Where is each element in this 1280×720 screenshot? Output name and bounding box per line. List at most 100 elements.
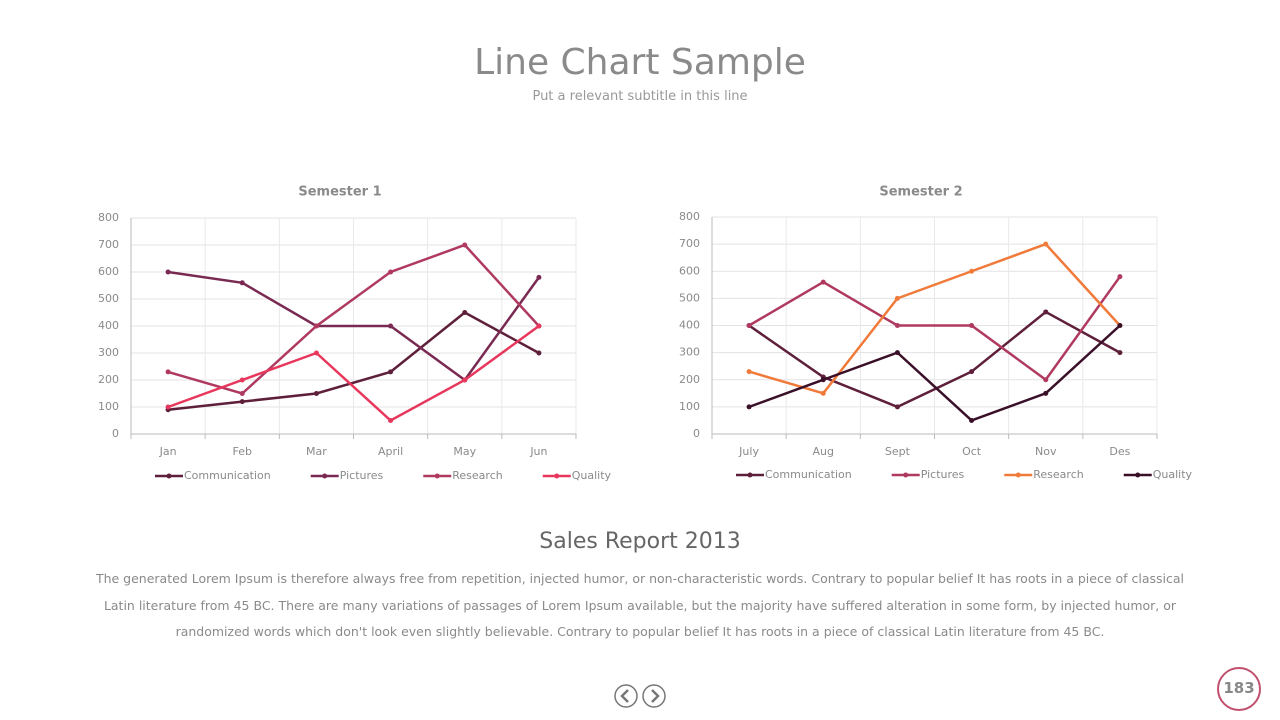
x-tick-label: July bbox=[738, 445, 759, 458]
y-tick-label: 700 bbox=[679, 237, 700, 250]
chart-title: Semester 1 bbox=[298, 185, 381, 200]
legend-label: Pictures bbox=[340, 469, 384, 482]
data-point bbox=[820, 279, 826, 285]
y-tick-label: 300 bbox=[679, 346, 700, 359]
data-point bbox=[1043, 377, 1049, 383]
data-point bbox=[820, 390, 826, 396]
legend-label: Quality bbox=[1153, 468, 1193, 481]
x-tick-label: Jan bbox=[159, 445, 177, 458]
data-point bbox=[388, 369, 394, 375]
data-point bbox=[536, 350, 542, 356]
data-point bbox=[894, 404, 900, 410]
legend-label: Communication bbox=[184, 469, 271, 482]
x-tick-label: Jun bbox=[529, 445, 547, 458]
data-point bbox=[894, 323, 900, 328]
y-tick-label: 500 bbox=[98, 292, 119, 305]
next-button[interactable] bbox=[642, 684, 666, 708]
data-point bbox=[746, 404, 752, 410]
chart-title: Semester 2 bbox=[879, 185, 962, 200]
legend-label: Pictures bbox=[921, 468, 965, 481]
data-point bbox=[1043, 309, 1049, 315]
data-point bbox=[313, 323, 319, 329]
charts: Semester 1 0 100 200 300 400 500 600 700 800 Jan Fe… bbox=[98, 185, 1193, 483]
series-line bbox=[748, 242, 1121, 395]
y-tick-label: 600 bbox=[98, 265, 119, 278]
legend-label: Research bbox=[452, 469, 502, 482]
data-point bbox=[969, 323, 975, 328]
legend-dot bbox=[322, 473, 328, 479]
series-line bbox=[167, 270, 540, 382]
data-point bbox=[969, 369, 975, 375]
data-point bbox=[1043, 241, 1049, 247]
data-point bbox=[388, 269, 394, 275]
x-tick-label: Feb bbox=[233, 445, 252, 458]
data-point bbox=[462, 310, 468, 315]
data-point bbox=[239, 391, 245, 396]
data-point bbox=[165, 369, 171, 375]
x-tick-label: Nov bbox=[1035, 445, 1057, 458]
data-point bbox=[536, 323, 542, 329]
data-point bbox=[388, 323, 394, 329]
legend-dot bbox=[1135, 472, 1141, 478]
x-tick-label: Oct bbox=[962, 445, 982, 458]
y-tick-label: 800 bbox=[679, 210, 700, 223]
legend-label: Research bbox=[1033, 468, 1083, 481]
x-tick-label: Sept bbox=[885, 445, 911, 458]
y-tick-label: 0 bbox=[693, 427, 700, 440]
prev-button[interactable] bbox=[614, 684, 638, 708]
y-tick-label: 500 bbox=[679, 291, 700, 304]
nav-buttons bbox=[614, 684, 666, 708]
data-point bbox=[165, 404, 171, 410]
legend-label: Communication bbox=[765, 468, 852, 481]
data-point bbox=[313, 350, 319, 356]
data-point bbox=[313, 391, 319, 396]
slide-title: Line Chart Sample bbox=[474, 42, 806, 83]
series-line bbox=[748, 275, 1121, 382]
y-tick-label: 200 bbox=[98, 373, 119, 386]
data-point bbox=[746, 323, 752, 328]
data-point bbox=[239, 280, 245, 286]
slide-subtitle: Put a relevant subtitle in this line bbox=[532, 89, 748, 104]
data-point bbox=[820, 377, 826, 383]
series-line bbox=[748, 324, 1121, 422]
data-point bbox=[1117, 274, 1123, 280]
legend-dot bbox=[166, 473, 172, 479]
y-tick-label: 100 bbox=[98, 400, 119, 413]
page-number: 183 bbox=[1217, 667, 1261, 711]
data-point bbox=[894, 350, 900, 356]
legend-label: Quality bbox=[572, 469, 612, 482]
data-point bbox=[462, 377, 468, 383]
body-text: The generated Lorem Ipsum is therefore a… bbox=[95, 571, 1185, 639]
data-point bbox=[1117, 350, 1123, 356]
section-heading: Sales Report 2013 bbox=[539, 529, 741, 554]
y-tick-label: 700 bbox=[98, 238, 119, 251]
x-tick-label: Aug bbox=[813, 445, 834, 458]
data-point bbox=[388, 418, 394, 423]
legend-dot bbox=[1015, 472, 1021, 478]
series-line bbox=[167, 311, 540, 411]
legend-dot bbox=[434, 473, 440, 479]
series-line bbox=[748, 310, 1121, 409]
data-point bbox=[1117, 323, 1123, 328]
data-point bbox=[239, 399, 245, 405]
series-line bbox=[167, 324, 540, 423]
y-tick-label: 300 bbox=[98, 346, 119, 359]
x-tick-label: May bbox=[453, 445, 476, 458]
data-point bbox=[462, 242, 468, 248]
data-point bbox=[894, 295, 900, 301]
legend-dot bbox=[903, 472, 909, 478]
x-tick-label: April bbox=[378, 445, 403, 458]
y-tick-label: 600 bbox=[679, 264, 700, 277]
y-tick-label: 800 bbox=[98, 211, 119, 224]
x-tick-label: Des bbox=[1109, 445, 1130, 458]
y-tick-label: 0 bbox=[112, 427, 119, 440]
legend-dot bbox=[747, 472, 753, 478]
data-point bbox=[536, 274, 542, 280]
y-tick-label: 100 bbox=[679, 400, 700, 413]
data-point bbox=[746, 369, 752, 375]
data-point bbox=[969, 268, 975, 274]
data-point bbox=[239, 377, 245, 383]
x-tick-label: Mar bbox=[306, 445, 327, 458]
y-tick-label: 400 bbox=[679, 319, 700, 332]
